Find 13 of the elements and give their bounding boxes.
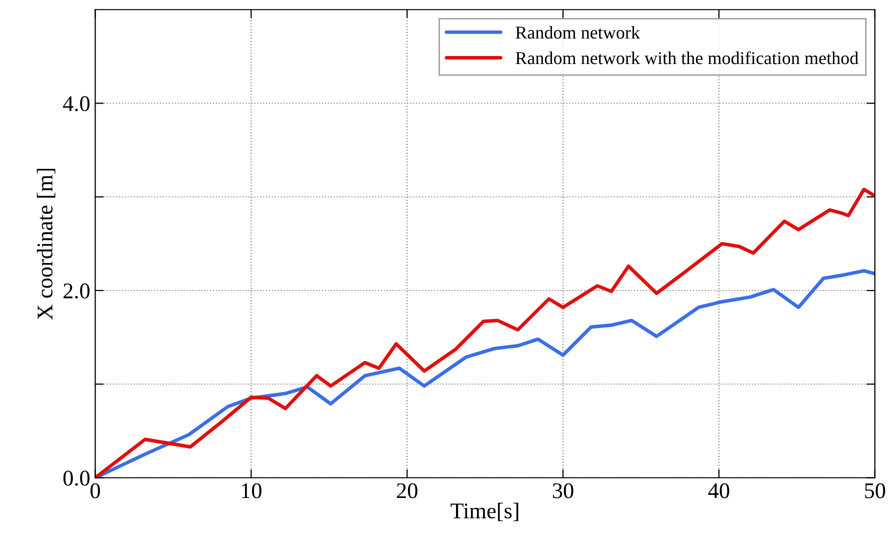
x-tick-label: 20 [396, 483, 418, 498]
y-tick-label: 4.0 [63, 96, 90, 112]
x-tick-label: 50 [865, 483, 886, 498]
legend-label: Random network [516, 26, 640, 39]
y-tick-label: 2.0 [64, 283, 90, 299]
x-tick-label: 0 [90, 483, 100, 498]
x-tick-label: 30 [552, 483, 574, 498]
y-tick-label: 0.0 [63, 470, 90, 486]
x-tick-label: 10 [242, 483, 262, 498]
x-tick-label: 40 [708, 483, 730, 498]
legend-label: Random network with the modification method [516, 51, 858, 64]
x-axis-title: Time[s] [450, 502, 518, 522]
y-axis-title: X coordinate [m] [36, 168, 56, 320]
